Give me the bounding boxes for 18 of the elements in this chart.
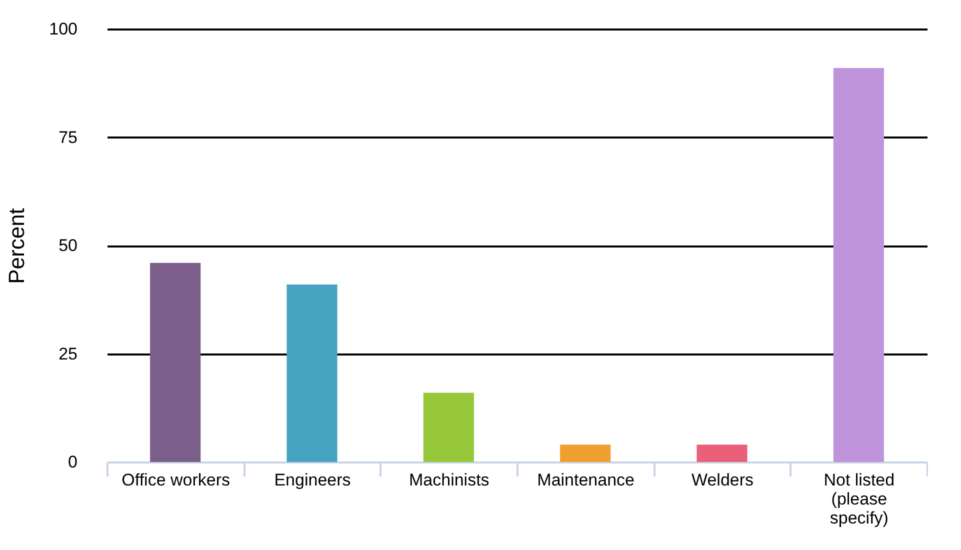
x-tick-label: Welders: [691, 470, 754, 490]
bar: [560, 444, 611, 462]
x-tick-label: Maintenance: [537, 470, 635, 490]
bar: [423, 392, 474, 462]
bar: [833, 68, 884, 462]
bar: [150, 262, 201, 462]
bar: [286, 284, 338, 462]
x-tick-label: Engineers: [274, 470, 351, 490]
y-axis-title: Percent: [4, 208, 30, 284]
x-tick-label: Machinists: [409, 470, 490, 490]
y-tick-label: 50: [58, 236, 78, 255]
y-tick-label: 25: [58, 344, 78, 364]
x-tick-label: Not listed (please specify): [824, 470, 895, 528]
y-tick-label: 100: [49, 20, 78, 38]
x-tick-label: Office workers: [122, 470, 230, 490]
bar: [696, 444, 748, 462]
y-tick-label: 0: [68, 452, 78, 472]
y-tick-label: 75: [58, 128, 78, 147]
